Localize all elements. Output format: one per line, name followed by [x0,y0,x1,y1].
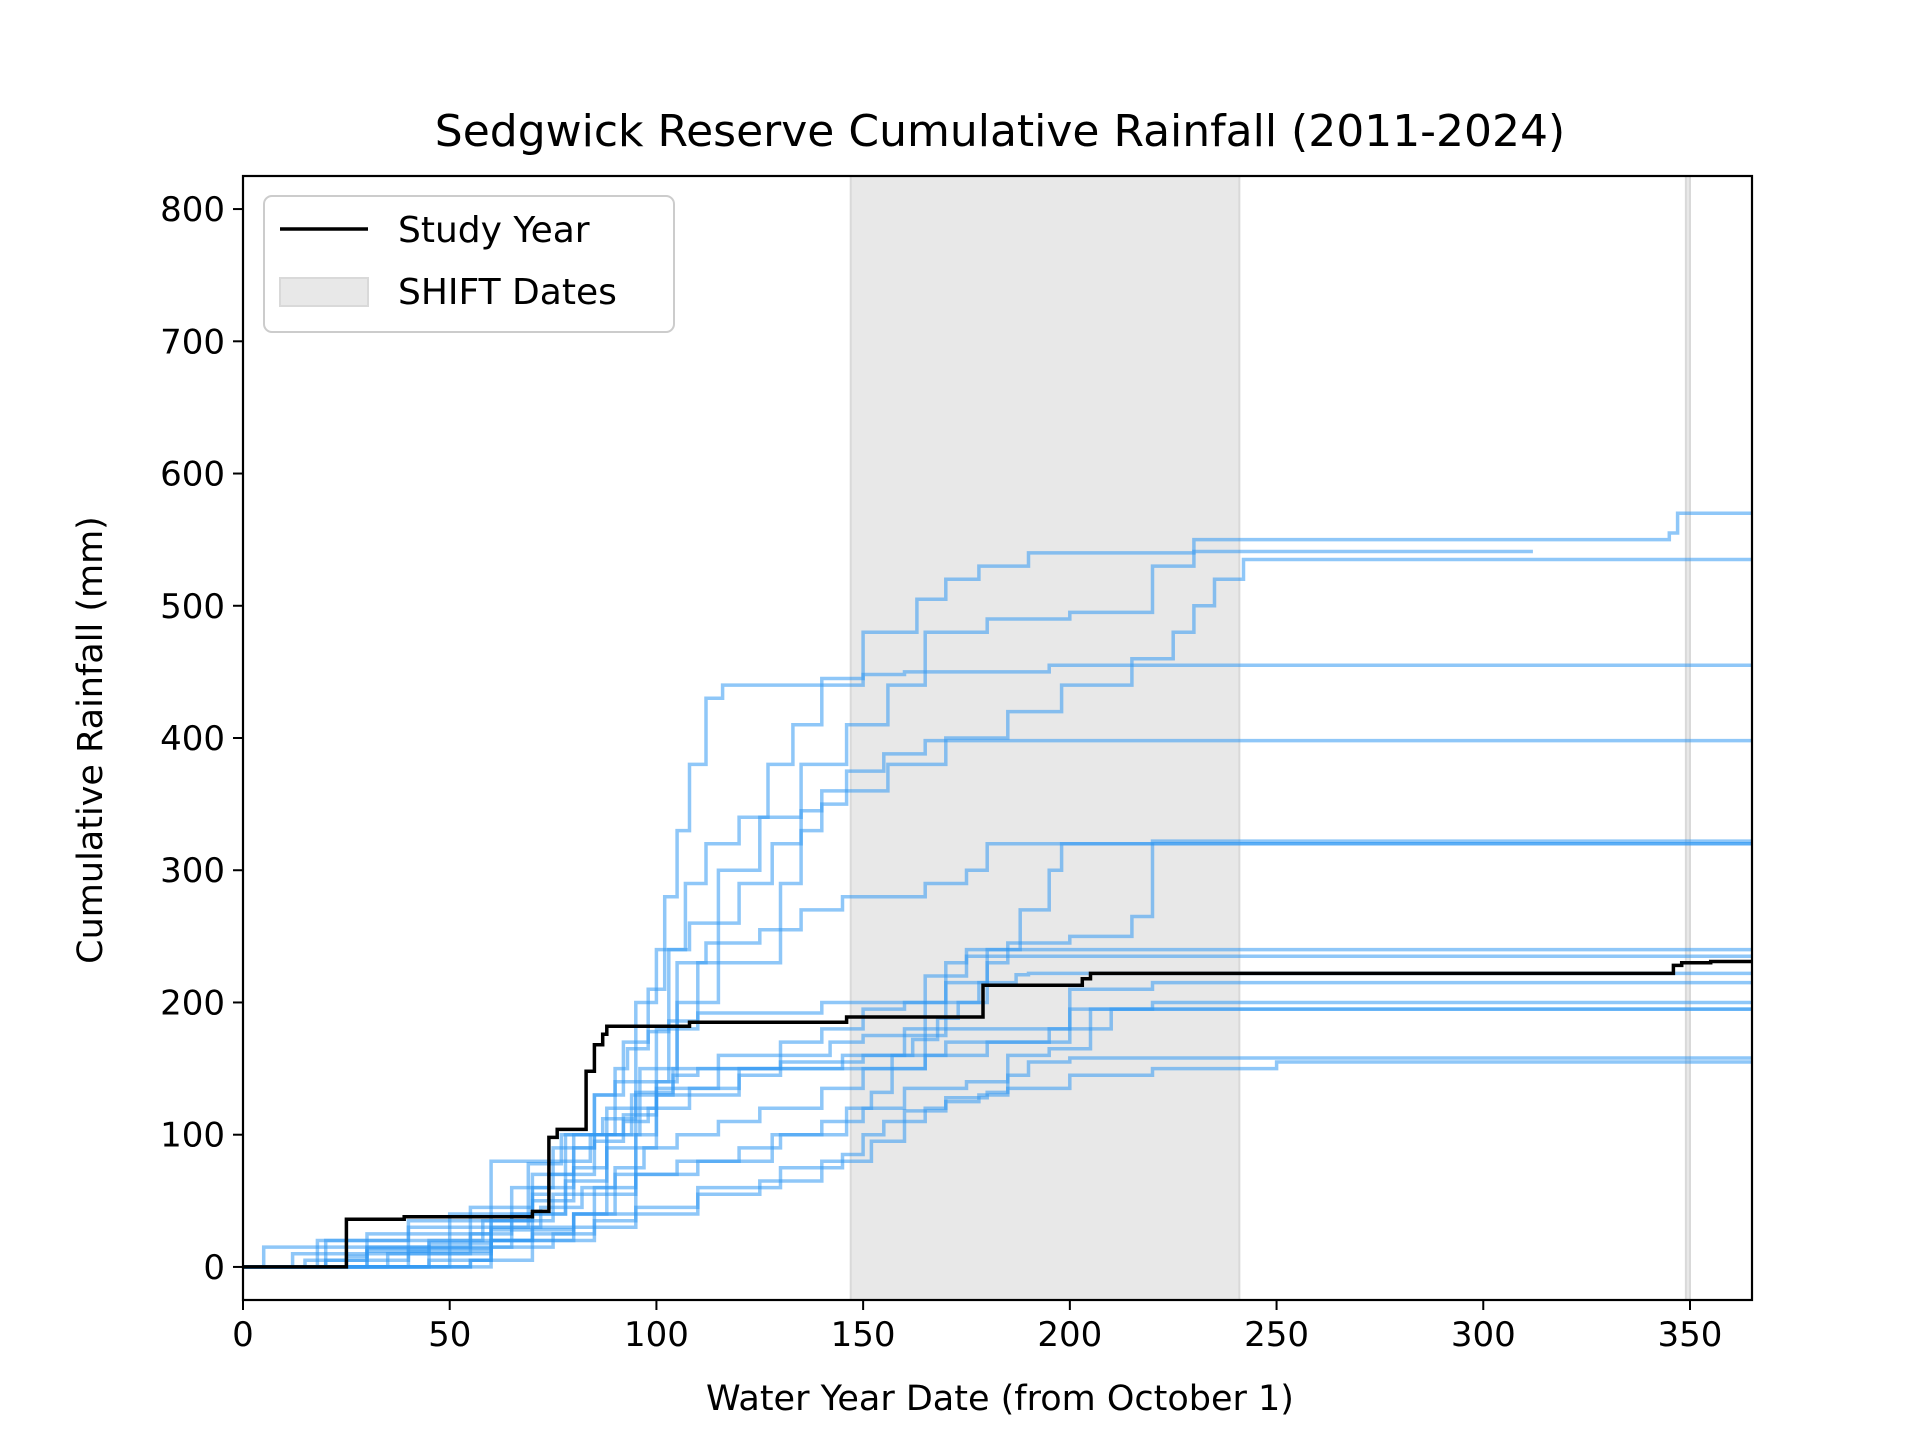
rainfall-year-line [243,738,1752,1269]
y-tick-label: 500 [160,587,225,627]
y-tick-label: 200 [160,983,225,1023]
y-tick-label: 300 [160,851,225,891]
x-tick-label: 300 [1451,1315,1516,1355]
y-tick-label: 700 [160,322,225,362]
x-tick-label: 100 [624,1315,689,1355]
x-tick-label: 350 [1658,1315,1723,1355]
legend: Study Year SHIFT Dates [263,195,675,333]
y-axis-label: Cumulative Rainfall (mm) [71,516,111,964]
chart-title: Sedgwick Reserve Cumulative Rainfall (20… [435,106,1565,157]
y-tick-label: 600 [160,455,225,495]
shift-dates-layer [849,175,1691,1301]
y-axis: 0 100 200 300 400 500 600 700 800 [160,190,243,1288]
rainfall-year-line [243,511,1752,1269]
shift-dates-band [849,175,1241,1301]
y-tick-label: 400 [160,719,225,759]
x-tick-label: 200 [1037,1315,1102,1355]
study-year-layer [243,959,1752,1269]
rainfall-year-line [243,1007,1752,1269]
x-tick-label: 0 [232,1315,254,1355]
rainfall-year-line [243,663,1752,1269]
y-tick-label: 0 [203,1248,225,1288]
x-axis-label: Water Year Date (from October 1) [706,1379,1294,1419]
x-tick-label: 150 [831,1315,896,1355]
shift-dates-band [1684,175,1691,1301]
legend-shift-label: SHIFT Dates [398,272,617,313]
legend-study-year-label: Study Year [398,210,590,251]
rainfall-year-line [243,842,1752,1269]
x-tick-label: 50 [428,1315,471,1355]
x-axis: 0 50 100 150 200 250 300 350 [232,1300,1722,1355]
rainfall-year-line [243,1007,1752,1269]
x-tick-label: 250 [1244,1315,1309,1355]
y-tick-label: 100 [160,1116,225,1156]
series-layer [243,511,1752,1269]
rainfall-year-line [243,557,1752,1269]
rainfall-year-line [243,947,1752,1269]
study-year-line [243,959,1752,1269]
y-tick-label: 800 [160,190,225,230]
legend-shift-swatch [279,277,369,307]
